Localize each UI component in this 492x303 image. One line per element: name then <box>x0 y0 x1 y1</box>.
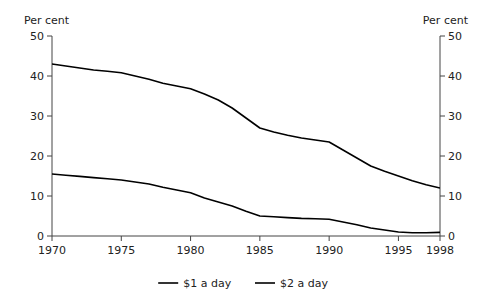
legend-swatch <box>158 282 178 284</box>
x-tick-label: 1995 <box>384 244 412 257</box>
y2-tick-label: 50 <box>448 30 462 43</box>
y2-tick <box>440 196 445 197</box>
x-tick-label: 1998 <box>426 244 454 257</box>
y2-tick <box>440 76 445 77</box>
y2-tick <box>440 116 445 117</box>
legend-label: $1 a day <box>183 277 231 290</box>
y2-tick <box>440 236 445 237</box>
x-axis-line <box>52 236 440 237</box>
y-tick <box>47 76 52 77</box>
x-tick-label: 1970 <box>38 244 66 257</box>
x-tick <box>440 236 441 241</box>
background <box>0 0 492 303</box>
series-line <box>52 174 440 233</box>
series-line <box>52 64 440 188</box>
y2-tick-label: 10 <box>448 190 462 203</box>
y-tick-label: 0 <box>37 230 44 243</box>
x-tick <box>190 236 191 241</box>
x-tick-label: 1990 <box>315 244 343 257</box>
y-tick-label: 40 <box>30 70 44 83</box>
y2-tick-label: 40 <box>448 70 462 83</box>
x-tick <box>52 236 53 241</box>
y-tick-label: 50 <box>30 30 44 43</box>
x-tick <box>259 236 260 241</box>
y-tick-label: 10 <box>30 190 44 203</box>
plot-area <box>52 64 440 233</box>
y-tick <box>47 116 52 117</box>
x-tick-label: 1980 <box>177 244 205 257</box>
y2-tick <box>440 36 445 37</box>
x-tick <box>121 236 122 241</box>
y2-tick-label: 30 <box>448 110 462 123</box>
x-tick-label: 1975 <box>107 244 135 257</box>
x-tick <box>329 236 330 241</box>
y-axis-label: Per cent <box>24 14 70 27</box>
y-tick-label: 30 <box>30 110 44 123</box>
x-tick <box>398 236 399 241</box>
legend: $1 a day $2 a day <box>158 277 328 290</box>
legend-label: $2 a day <box>280 277 328 290</box>
chart: 1970197519801985199019951998010203040500… <box>0 0 492 303</box>
y-tick <box>47 156 52 157</box>
y-tick-label: 20 <box>30 150 44 163</box>
y2-tick-label: 20 <box>448 150 462 163</box>
legend-swatch <box>255 282 275 284</box>
y-tick <box>47 236 52 237</box>
y2-axis-label: Per cent <box>423 14 469 27</box>
y-axis-line <box>52 36 53 236</box>
y2-tick-label: 0 <box>448 230 455 243</box>
x-tick-label: 1985 <box>246 244 274 257</box>
y-tick <box>47 36 52 37</box>
y2-axis-line <box>440 36 441 236</box>
y-tick <box>47 196 52 197</box>
y2-tick <box>440 156 445 157</box>
